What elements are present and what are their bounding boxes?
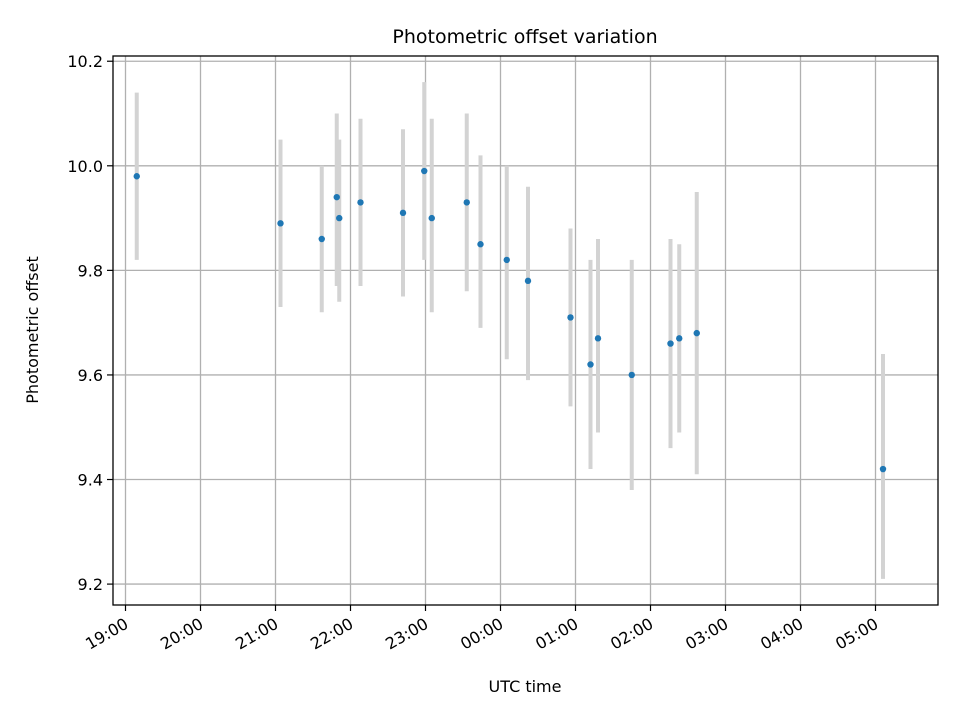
data-point	[421, 167, 428, 175]
data-point	[667, 340, 674, 347]
data-point	[503, 256, 510, 264]
data-point	[463, 199, 470, 206]
data-point	[594, 335, 602, 342]
data-point	[524, 277, 532, 285]
data-point	[879, 465, 887, 473]
data-points	[133, 167, 887, 473]
y-tick-label: 10.2	[67, 52, 103, 71]
data-point	[399, 209, 407, 217]
data-point	[587, 361, 594, 368]
data-point	[477, 241, 484, 248]
y-tick-label: 10.0	[67, 157, 103, 176]
data-point	[277, 220, 284, 227]
y-tick-label: 9.2	[78, 575, 103, 594]
y-axis-title: Photometric offset	[23, 256, 42, 404]
y-tick-label: 9.6	[78, 366, 103, 385]
data-point	[336, 214, 343, 222]
data-point	[567, 314, 574, 321]
x-axis-title: UTC time	[489, 677, 562, 696]
chart-title: Photometric offset variation	[392, 26, 657, 48]
grid-lines	[113, 56, 938, 605]
y-tick-label: 9.8	[78, 261, 103, 280]
y-axis-ticks: 9.2 9.4 9.6 9.8 10.0 10.2	[67, 52, 113, 594]
data-point	[628, 371, 635, 379]
data-point	[333, 193, 340, 201]
data-point	[318, 235, 325, 243]
data-point	[428, 214, 435, 222]
data-point	[676, 335, 683, 342]
data-point	[693, 329, 700, 337]
data-point	[357, 199, 364, 206]
plot-area-background	[113, 56, 938, 605]
data-point	[133, 173, 140, 180]
plot-frame	[112, 55, 939, 606]
y-tick-label: 9.4	[78, 471, 103, 490]
